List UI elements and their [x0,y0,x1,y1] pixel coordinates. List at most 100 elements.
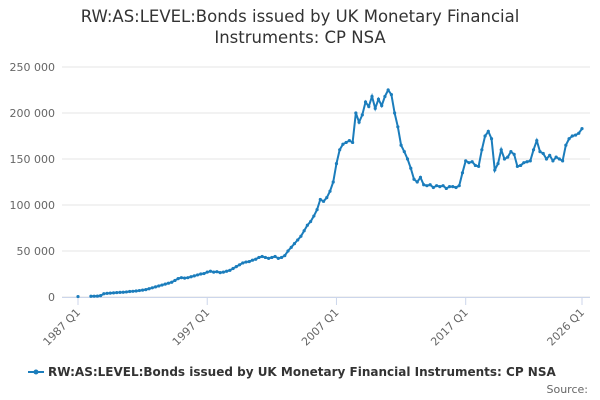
data-point [473,163,477,168]
data-point [435,184,439,188]
x-tick-label: 2007 Q1 [299,306,342,349]
data-point [170,280,174,284]
data-point [111,291,116,295]
data-point [480,148,484,152]
data-point [195,273,200,277]
data-point [163,282,167,286]
x-tick-label: 1987 Q1 [41,306,84,349]
data-line [90,88,583,298]
data-point [467,161,471,165]
data-point [270,255,274,260]
data-point [386,88,390,92]
data-point [525,160,529,164]
data-point [108,291,112,295]
data-point [538,150,542,154]
data-point [373,106,377,110]
data-point [309,219,313,224]
data-point [176,277,180,281]
data-point [393,111,397,115]
data-point [234,265,238,269]
data-point [380,104,384,108]
data-point [147,287,151,291]
data-point [519,163,523,168]
data-point [548,153,552,157]
data-point [115,290,119,295]
data-point [402,150,406,154]
x-tick-label: 1997 Q1 [170,306,213,349]
data-point [212,270,216,274]
data-point [422,183,426,187]
data-point [312,214,316,218]
data-point [289,245,293,249]
data-point [160,283,164,287]
data-point [286,249,290,253]
data-point [412,177,416,181]
data-point [457,184,461,188]
data-point [354,111,358,115]
data-point [279,255,284,260]
data-point [483,134,487,138]
data-point [173,278,177,283]
data-point [157,284,161,288]
data-point [499,148,503,152]
data-point [215,270,219,274]
y-tick-label: 250 000 [10,61,56,74]
data-point [144,288,148,292]
data-point [105,291,109,295]
data-point [131,289,135,293]
data-point [444,186,448,191]
data-point [389,93,393,97]
data-point [302,229,306,233]
data-point [367,104,371,109]
data-point [441,184,445,188]
data-point [231,266,235,271]
data-point [276,256,280,260]
data-point [564,143,568,147]
data-point [577,131,581,135]
y-tick-label: 200 000 [10,107,56,120]
data-point [351,140,355,145]
data-point [496,162,500,166]
data-point [425,184,429,188]
legend-label: RW:AS:LEVEL:Bonds issued by UK Monetary … [48,365,556,379]
data-point [134,289,138,293]
data-point [573,133,578,137]
data-point [150,286,154,290]
data-point [318,197,322,202]
data-point [477,164,481,168]
data-point [250,258,255,262]
x-tick-label: 2026 Q1 [545,306,588,349]
data-point [522,161,526,165]
data-point [551,159,555,163]
data-point [254,257,258,261]
data-point [137,288,141,293]
data-point [257,255,261,260]
data-point [363,100,368,104]
data-point [464,159,468,163]
data-point [315,208,319,212]
data-point [221,270,225,274]
data-point [438,185,442,189]
data-point [292,242,297,246]
data-point [283,254,287,258]
y-tick-label: 150 000 [10,153,56,166]
data-point [95,294,99,298]
data-point [202,271,206,276]
data-point [237,263,242,267]
data-point [260,254,264,259]
data-point [399,143,403,147]
data-point [561,159,565,163]
data-point [409,166,413,170]
data-point [570,134,574,138]
data-point [347,139,351,143]
data-point [267,256,271,260]
data-point [328,189,332,193]
data-point [321,199,326,203]
data-point [208,269,213,273]
data-point [428,183,432,187]
data-point [431,185,435,190]
data-point [486,129,490,133]
data-point [76,294,80,299]
data-point [179,276,183,280]
